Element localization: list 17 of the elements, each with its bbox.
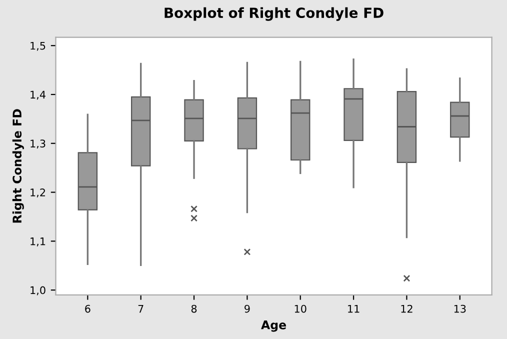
y-tick-label: 1,3	[30, 140, 46, 149]
x-tick-label: 7	[138, 304, 144, 313]
y-axis-title: Right Condyle FD	[12, 109, 24, 223]
x-axis-title: Age	[261, 320, 286, 332]
x-tick-label: 12	[401, 304, 412, 313]
y-tick-label: 1,5	[30, 42, 46, 51]
x-tick-label: 6	[85, 304, 90, 313]
chart-title: Boxplot of Right Condyle FD	[164, 7, 384, 21]
x-tick-label: 9	[244, 304, 250, 313]
y-tick-label: 1,0	[30, 286, 46, 296]
y-tick-label: 1,1	[30, 238, 46, 246]
x-tick-label: 13	[454, 304, 466, 313]
x-tick-label: 10	[294, 304, 306, 313]
x-tick-label: 11	[348, 304, 360, 313]
y-tick-label: 1,4	[30, 90, 46, 100]
x-tick-label: 8	[191, 304, 197, 313]
y-tick-label: 1,2	[30, 188, 46, 198]
